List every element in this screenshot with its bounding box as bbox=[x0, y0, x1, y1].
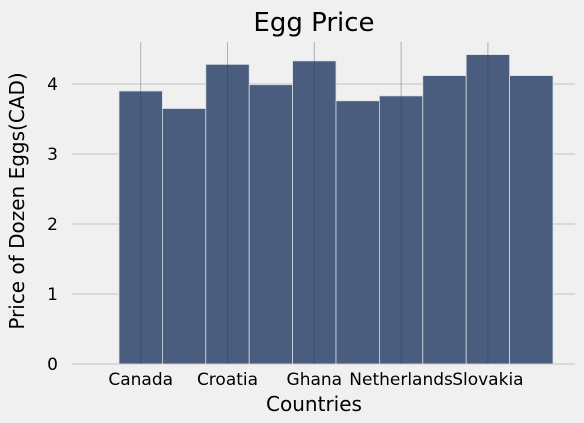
y-tick-label: 1 bbox=[47, 285, 58, 305]
bar bbox=[335, 100, 380, 365]
x-axis-label: Countries bbox=[266, 392, 362, 416]
bars bbox=[118, 54, 554, 365]
x-tick-label: Canada bbox=[108, 370, 173, 390]
bar bbox=[509, 75, 554, 365]
x-tick-label: Croatia bbox=[197, 370, 258, 390]
y-axis-ticks: 0 1 2 3 4 bbox=[47, 75, 58, 375]
y-tick-label: 0 bbox=[47, 355, 58, 375]
chart-title: Egg Price bbox=[253, 8, 374, 38]
x-tick-label: Ghana bbox=[287, 370, 343, 390]
x-axis-ticks: Canada Croatia Ghana Netherlands Slovakia bbox=[108, 42, 524, 390]
bar bbox=[205, 64, 250, 365]
x-tick-label: Netherlands bbox=[349, 370, 453, 390]
y-axis-label: Price of Dozen Eggs(CAD) bbox=[5, 72, 29, 329]
x-tick-label: Slovakia bbox=[452, 370, 523, 390]
bar bbox=[161, 108, 207, 365]
y-tick-label: 4 bbox=[47, 75, 58, 95]
y-tick-label: 2 bbox=[47, 215, 58, 235]
bar bbox=[118, 90, 163, 365]
y-tick-label: 3 bbox=[47, 145, 58, 165]
bar bbox=[248, 84, 293, 365]
bar bbox=[465, 54, 511, 365]
bar bbox=[422, 75, 467, 365]
bar bbox=[378, 95, 424, 365]
